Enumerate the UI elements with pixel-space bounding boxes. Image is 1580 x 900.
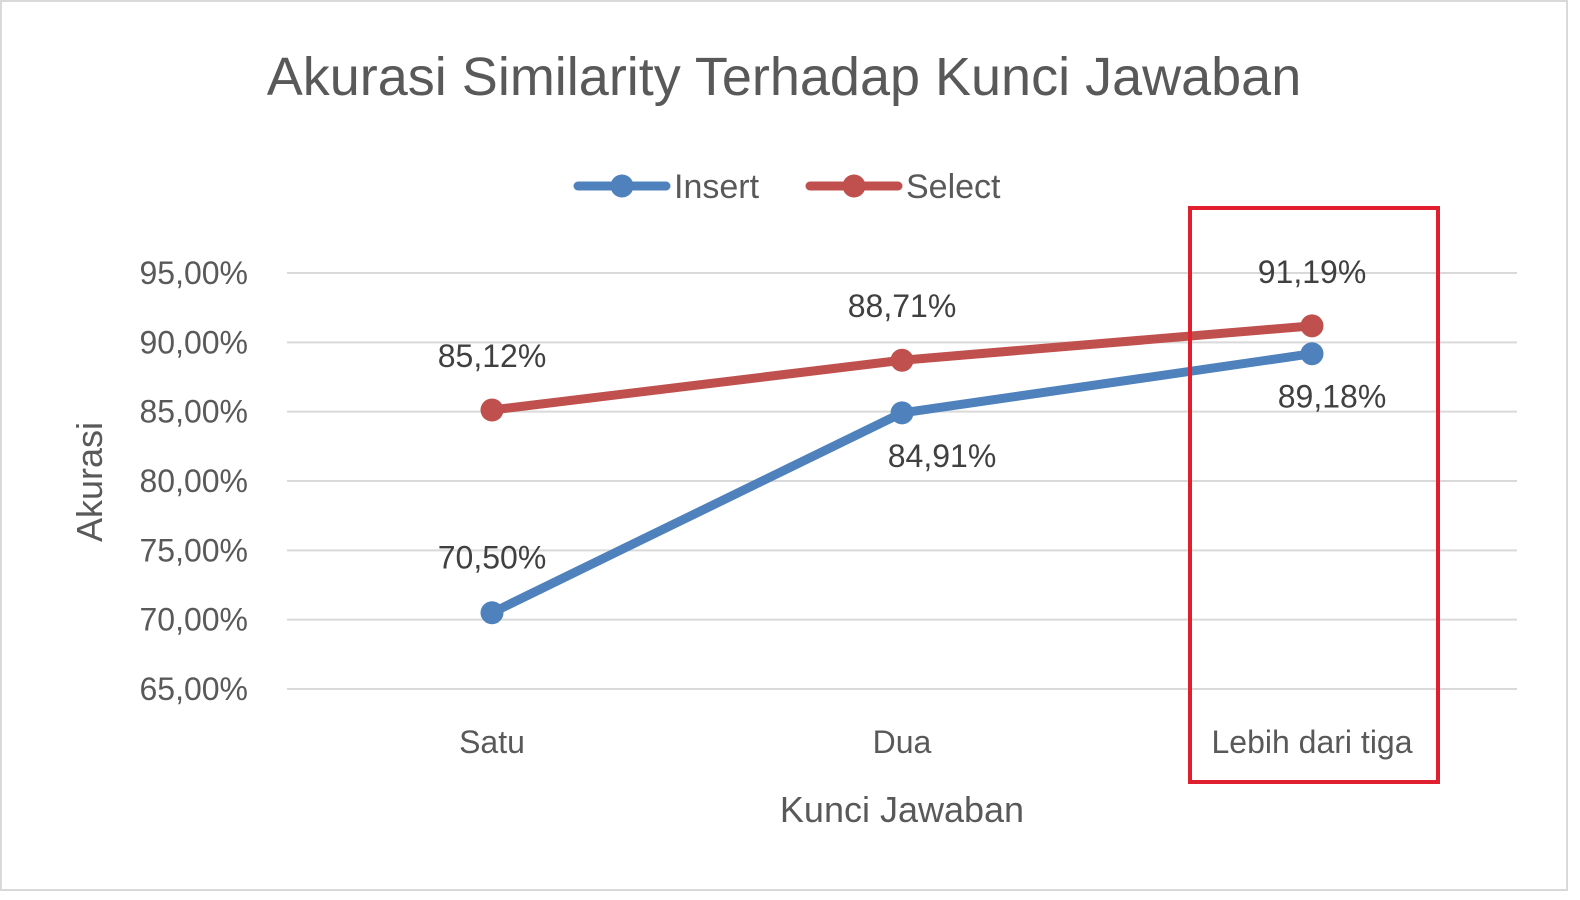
- data-label: 88,71%: [848, 288, 957, 324]
- y-tick-label: 70,00%: [139, 602, 248, 638]
- x-tick-label: Dua: [873, 724, 932, 760]
- y-tick-label: 80,00%: [139, 463, 248, 499]
- y-tick-label: 90,00%: [139, 324, 248, 360]
- highlight-box: [1188, 206, 1440, 784]
- highlight-layer: [1188, 206, 1440, 784]
- legend-label: Insert: [674, 168, 760, 206]
- legend-item-select: Select: [805, 168, 1001, 206]
- data-label: 70,50%: [438, 540, 547, 576]
- gridlines: [287, 272, 1517, 690]
- x-tick-label: Satu: [459, 724, 525, 760]
- y-axis-ticks: 65,00% 70,00% 75,00% 80,00% 85,00% 90,00% 95,0…: [139, 255, 248, 707]
- data-point: [1300, 342, 1324, 366]
- data-labels: 70,50% 84,91% 89,18% 85,12% 88,71% 91,19%: [438, 254, 1387, 576]
- data-point: [890, 348, 914, 372]
- legend-marker: [610, 174, 634, 198]
- y-tick-label: 75,00%: [139, 532, 248, 568]
- data-label: 89,18%: [1278, 379, 1387, 415]
- data-point: [890, 401, 914, 425]
- legend-marker: [842, 174, 866, 198]
- x-axis-title: Kunci Jawaban: [780, 789, 1024, 830]
- data-point: [1300, 314, 1324, 338]
- legend: Insert Select: [573, 168, 1001, 206]
- y-tick-label: 95,00%: [139, 255, 248, 291]
- y-axis-title: Akurasi: [69, 422, 110, 542]
- series-select: [480, 314, 1324, 422]
- series-layer: [480, 314, 1324, 625]
- data-point: [480, 601, 504, 625]
- y-tick-label: 65,00%: [139, 671, 248, 707]
- legend-label: Select: [906, 168, 1001, 206]
- data-label: 84,91%: [888, 438, 997, 474]
- data-point: [480, 398, 504, 422]
- y-tick-label: 85,00%: [139, 394, 248, 430]
- x-axis-ticks: Satu Dua Lebih dari tiga: [459, 724, 1413, 760]
- legend-item-insert: Insert: [573, 168, 760, 206]
- data-label: 91,19%: [1258, 254, 1367, 290]
- data-label: 85,12%: [438, 338, 547, 374]
- series-insert: [480, 342, 1324, 625]
- x-tick-label: Lebih dari tiga: [1211, 724, 1412, 760]
- chart-title: Akurasi Similarity Terhadap Kunci Jawaba…: [267, 47, 1302, 107]
